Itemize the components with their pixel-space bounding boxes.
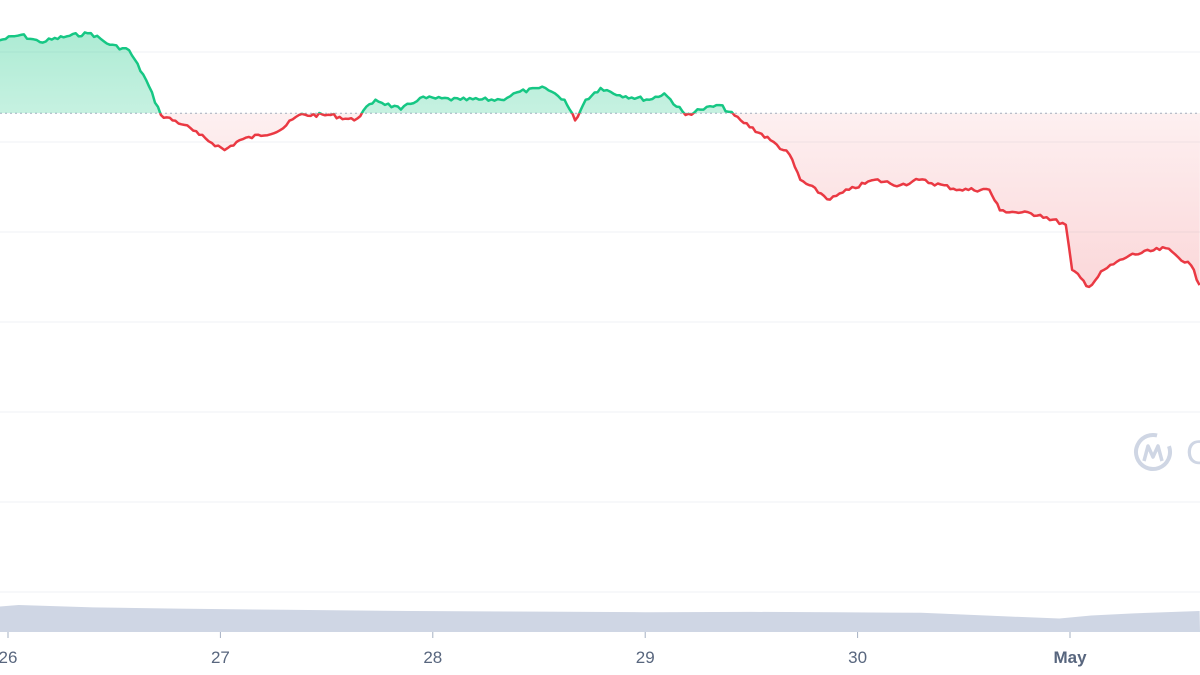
x-axis: 26 27 28 29 30 May: [0, 632, 1087, 667]
price-line-above: [0, 31, 735, 114]
watermark-text: C: [1186, 434, 1200, 472]
volume-area: [0, 605, 1200, 632]
x-tick-label: 30: [848, 648, 867, 667]
volume-bars: [0, 605, 1200, 632]
coinmarketcap-logo-icon: [1134, 433, 1172, 471]
watermark: C: [1134, 433, 1200, 472]
x-tick-label: 26: [0, 648, 17, 667]
x-tick-label: 29: [636, 648, 655, 667]
gridlines: [0, 51, 1200, 593]
price-line-below: [158, 113, 1200, 289]
area-below-reference: [0, 113, 1200, 287]
x-tick-label: May: [1053, 648, 1087, 667]
x-tick-label: 28: [423, 648, 442, 667]
area-above-reference: [0, 32, 733, 114]
price-lines: [0, 31, 1200, 289]
price-area-fills: [0, 32, 1200, 287]
x-tick-label: 27: [211, 648, 230, 667]
